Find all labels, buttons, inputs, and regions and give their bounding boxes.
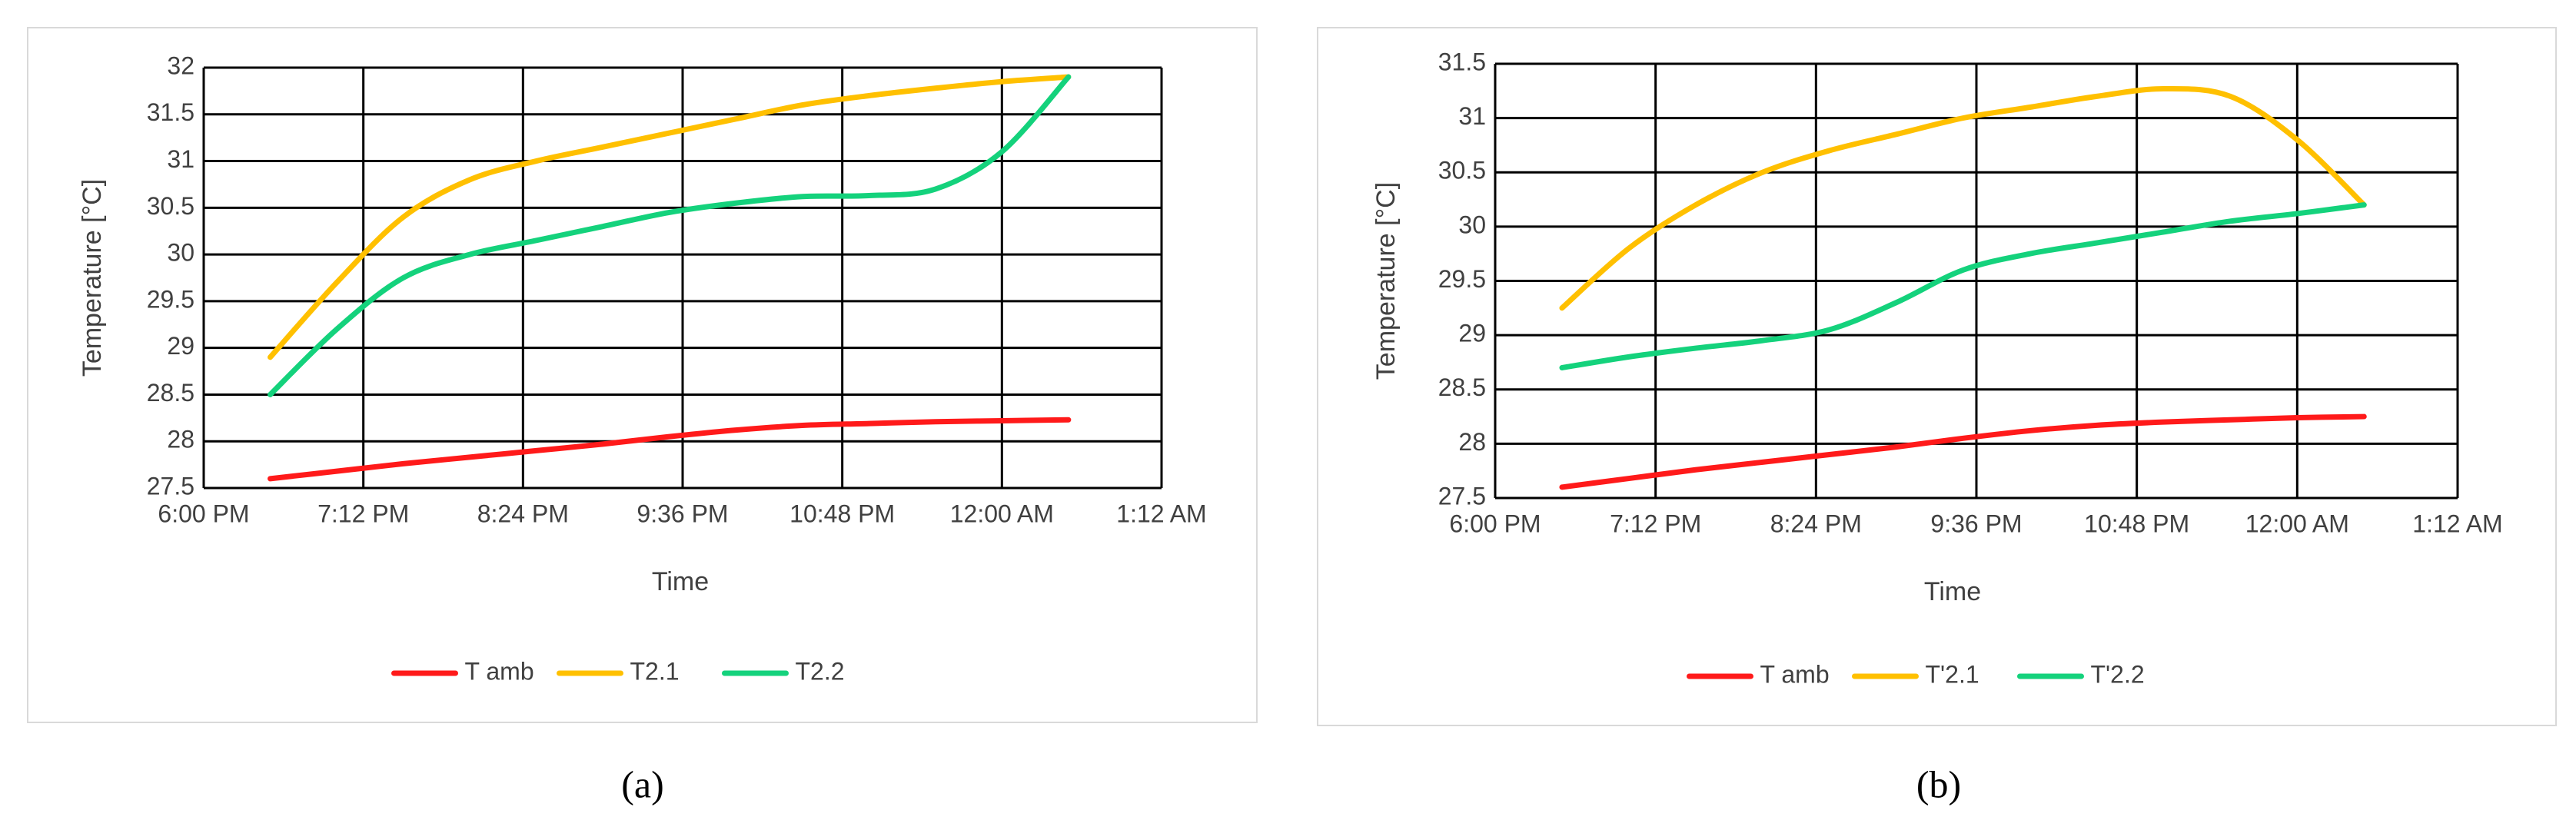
y-tick-label: 30 xyxy=(167,239,194,267)
series-line xyxy=(268,417,1072,482)
x-tick-label: 8:24 PM xyxy=(477,500,569,527)
series-line xyxy=(1559,85,2367,311)
y-tick-label: 30 xyxy=(1458,211,1486,238)
y-tick-label: 31 xyxy=(167,145,194,173)
y-tick-label: 27.5 xyxy=(1438,482,1486,510)
y-tick-label: 28 xyxy=(167,426,194,453)
legend-label: T amb xyxy=(1760,660,1830,688)
series-line xyxy=(268,74,1072,360)
caption: (b) xyxy=(1916,762,1961,805)
legend-label: T2.1 xyxy=(630,657,680,685)
x-tick-label: 9:36 PM xyxy=(637,500,728,527)
y-tick-label: 32 xyxy=(167,51,194,79)
series-line xyxy=(1559,413,2367,490)
legend-label: T amb xyxy=(465,657,534,685)
legend-label: T'2.2 xyxy=(2091,660,2145,688)
x-tick-label: 7:12 PM xyxy=(1610,510,1701,537)
y-tick-label: 31 xyxy=(1458,102,1486,130)
y-tick-label: 30.5 xyxy=(147,192,194,220)
x-tick-label: 10:48 PM xyxy=(2084,510,2189,537)
legend-label: T'2.1 xyxy=(1926,660,1979,688)
x-tick-label: 8:24 PM xyxy=(1770,510,1862,537)
y-tick-label: 29 xyxy=(167,332,194,360)
x-tick-label: 12:00 AM xyxy=(2245,510,2349,537)
y-tick-label: 28.5 xyxy=(1438,374,1486,401)
y-tick-label: 31.5 xyxy=(1438,48,1486,75)
y-tick-label: 30.5 xyxy=(1438,157,1486,184)
x-tick-label: 1:12 AM xyxy=(1116,500,1206,527)
y-tick-label: 31.5 xyxy=(147,98,194,126)
y-axis-label: Temperature [°C] xyxy=(1371,182,1401,380)
panel-frame xyxy=(27,27,1258,723)
x-tick-label: 6:00 PM xyxy=(158,500,249,527)
y-tick-label: 28 xyxy=(1458,428,1486,456)
series-line xyxy=(1559,202,2367,370)
y-tick-label: 29 xyxy=(1458,320,1486,347)
y-axis-label: Temperature [°C] xyxy=(78,179,107,377)
x-tick-label: 1:12 AM xyxy=(2412,510,2502,537)
x-tick-label: 12:00 AM xyxy=(950,500,1054,527)
x-tick-label: 7:12 PM xyxy=(317,500,409,527)
x-tick-label: 10:48 PM xyxy=(789,500,895,527)
x-tick-label: 6:00 PM xyxy=(1449,510,1541,537)
x-axis-label: Time xyxy=(1924,577,1981,606)
panel-frame xyxy=(1317,27,2557,726)
legend-label: T2.2 xyxy=(796,657,845,685)
y-tick-label: 27.5 xyxy=(147,472,194,500)
y-tick-label: 28.5 xyxy=(147,379,194,407)
series-line xyxy=(268,74,1072,397)
x-tick-label: 9:36 PM xyxy=(1930,510,2022,537)
y-tick-label: 29.5 xyxy=(1438,265,1486,293)
caption: (a) xyxy=(621,762,664,805)
x-axis-label: Time xyxy=(652,567,709,596)
y-tick-label: 29.5 xyxy=(147,285,194,313)
